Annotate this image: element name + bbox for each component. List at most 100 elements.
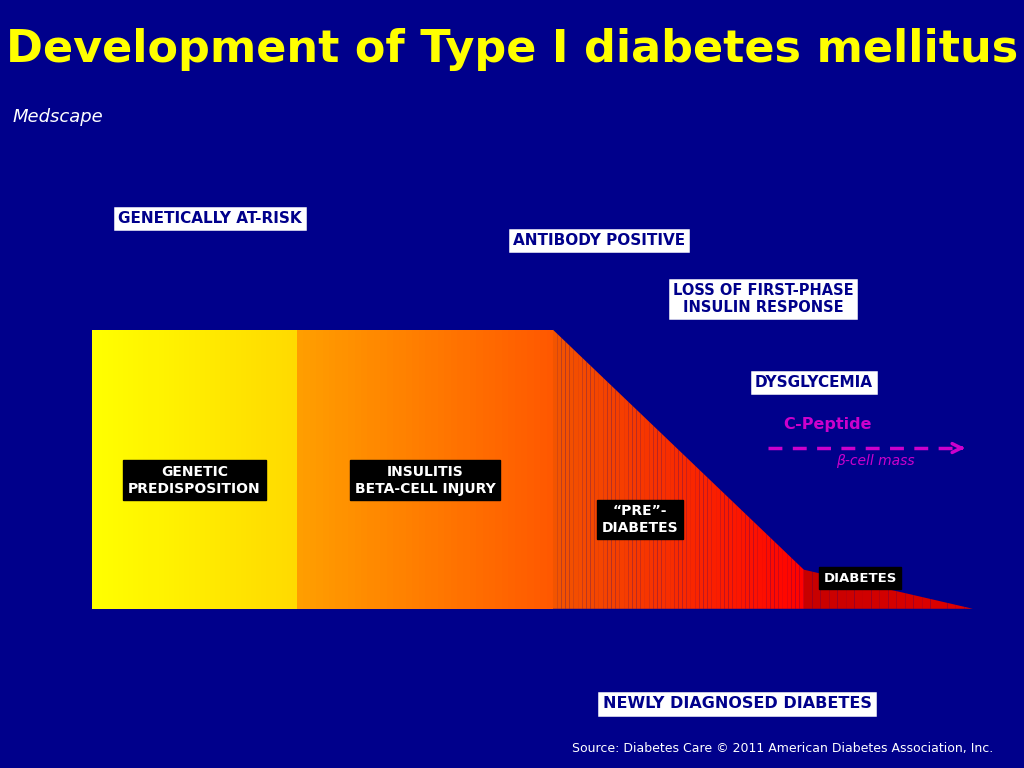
Polygon shape	[329, 329, 336, 609]
Polygon shape	[189, 329, 195, 609]
Polygon shape	[406, 329, 413, 609]
Polygon shape	[774, 541, 779, 609]
Polygon shape	[292, 329, 297, 609]
Polygon shape	[629, 402, 633, 609]
Polygon shape	[261, 329, 266, 609]
Polygon shape	[457, 329, 464, 609]
Polygon shape	[251, 329, 256, 609]
Polygon shape	[637, 409, 641, 609]
Polygon shape	[246, 329, 251, 609]
Polygon shape	[922, 597, 931, 609]
Text: ANTIBODY POSITIVE: ANTIBODY POSITIVE	[513, 233, 685, 248]
Polygon shape	[931, 599, 939, 609]
Polygon shape	[965, 607, 973, 609]
Text: “PRE”-
DIABETES: “PRE”- DIABETES	[602, 505, 678, 535]
Polygon shape	[169, 329, 174, 609]
Text: C-Peptide: C-Peptide	[783, 417, 871, 432]
Polygon shape	[368, 329, 374, 609]
Polygon shape	[573, 349, 579, 609]
Polygon shape	[154, 329, 159, 609]
Text: β-cell mass: β-cell mass	[837, 454, 914, 468]
Polygon shape	[210, 329, 215, 609]
Polygon shape	[787, 554, 792, 609]
Polygon shape	[113, 329, 118, 609]
Polygon shape	[215, 329, 220, 609]
Polygon shape	[256, 329, 261, 609]
Polygon shape	[679, 450, 683, 609]
Polygon shape	[108, 329, 113, 609]
Polygon shape	[159, 329, 164, 609]
Polygon shape	[547, 329, 553, 609]
Polygon shape	[583, 358, 587, 609]
Polygon shape	[779, 546, 783, 609]
Polygon shape	[645, 418, 649, 609]
Polygon shape	[880, 588, 889, 609]
Polygon shape	[220, 329, 225, 609]
Polygon shape	[276, 329, 282, 609]
Polygon shape	[195, 329, 200, 609]
Polygon shape	[703, 474, 708, 609]
Polygon shape	[854, 581, 863, 609]
Polygon shape	[691, 462, 695, 609]
Polygon shape	[230, 329, 236, 609]
Polygon shape	[758, 526, 762, 609]
Polygon shape	[569, 346, 573, 609]
Polygon shape	[413, 329, 419, 609]
Polygon shape	[871, 585, 880, 609]
Polygon shape	[444, 329, 451, 609]
Polygon shape	[184, 329, 189, 609]
Polygon shape	[97, 329, 102, 609]
Text: INSULITIS
BETA-CELL INJURY: INSULITIS BETA-CELL INJURY	[354, 465, 496, 495]
Polygon shape	[470, 329, 476, 609]
Polygon shape	[766, 534, 770, 609]
Polygon shape	[720, 490, 724, 609]
Polygon shape	[846, 580, 854, 609]
Polygon shape	[745, 514, 750, 609]
Polygon shape	[620, 394, 624, 609]
Polygon shape	[611, 386, 615, 609]
Polygon shape	[271, 329, 276, 609]
Text: TIME: TIME	[455, 647, 508, 666]
Text: DYSGLYCEMIA: DYSGLYCEMIA	[755, 376, 873, 390]
Polygon shape	[599, 374, 603, 609]
Polygon shape	[565, 342, 569, 609]
Polygon shape	[821, 574, 829, 609]
Polygon shape	[489, 329, 496, 609]
Polygon shape	[579, 354, 583, 609]
Polygon shape	[666, 438, 670, 609]
Polygon shape	[889, 589, 897, 609]
Polygon shape	[534, 329, 541, 609]
Polygon shape	[838, 578, 846, 609]
Text: GENETICALLY AT-RISK: GENETICALLY AT-RISK	[118, 210, 302, 226]
Polygon shape	[323, 329, 329, 609]
Polygon shape	[236, 329, 241, 609]
Polygon shape	[241, 329, 246, 609]
Polygon shape	[92, 329, 97, 609]
Polygon shape	[282, 329, 287, 609]
Polygon shape	[796, 561, 800, 609]
Polygon shape	[102, 329, 108, 609]
Polygon shape	[712, 482, 716, 609]
Polygon shape	[683, 454, 687, 609]
Polygon shape	[374, 329, 380, 609]
Polygon shape	[361, 329, 368, 609]
Polygon shape	[393, 329, 399, 609]
Polygon shape	[591, 366, 595, 609]
Polygon shape	[419, 329, 425, 609]
Polygon shape	[287, 329, 292, 609]
Polygon shape	[387, 329, 393, 609]
Polygon shape	[687, 458, 691, 609]
Polygon shape	[205, 329, 210, 609]
Polygon shape	[138, 329, 143, 609]
Polygon shape	[336, 329, 342, 609]
Polygon shape	[770, 538, 774, 609]
Polygon shape	[829, 575, 838, 609]
Polygon shape	[783, 550, 787, 609]
Polygon shape	[800, 566, 804, 609]
Polygon shape	[316, 329, 323, 609]
Polygon shape	[200, 329, 205, 609]
Polygon shape	[143, 329, 148, 609]
Polygon shape	[699, 470, 703, 609]
Polygon shape	[733, 502, 737, 609]
Polygon shape	[380, 329, 387, 609]
